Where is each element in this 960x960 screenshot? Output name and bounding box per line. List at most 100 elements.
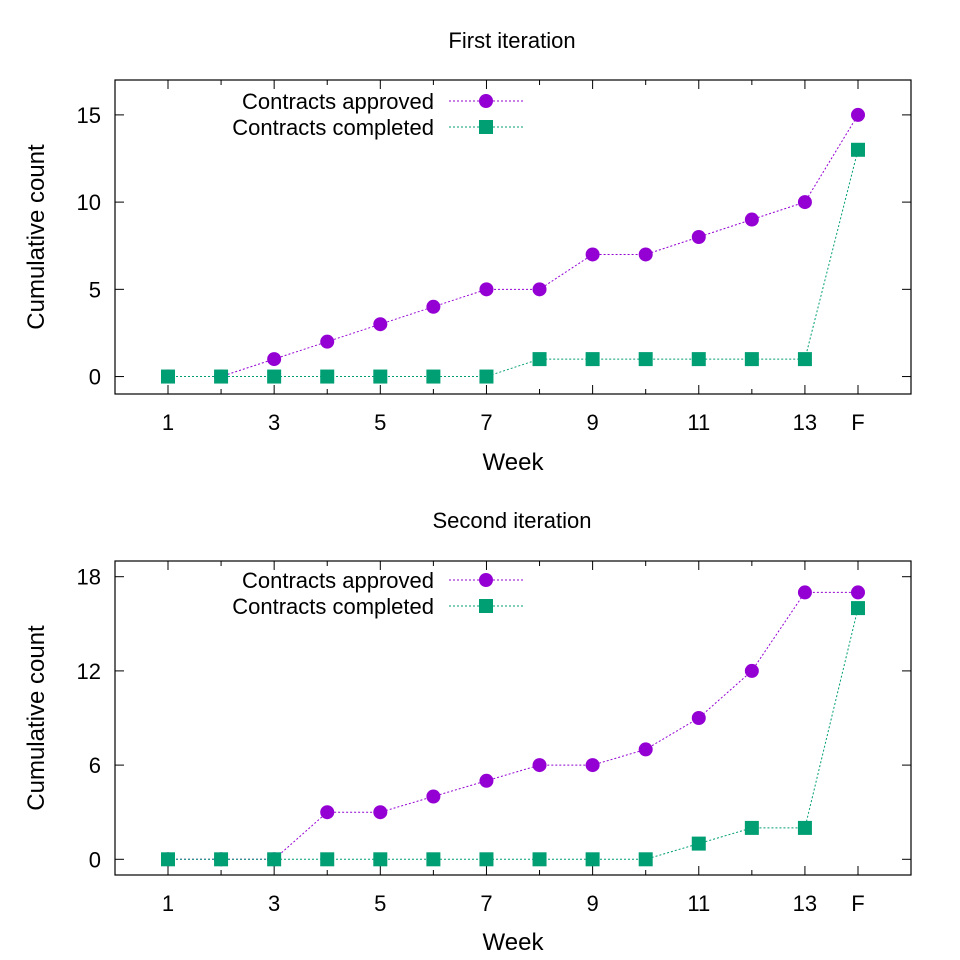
x-tick-label: 3 <box>268 891 280 916</box>
data-point <box>532 852 547 867</box>
series-line <box>168 114 859 378</box>
x-tick-label: 11 <box>687 410 710 435</box>
plot-frame <box>114 560 912 876</box>
data-point <box>797 585 812 600</box>
plot-frame <box>114 79 912 395</box>
legend-label: Contracts completed <box>232 115 434 140</box>
data-point <box>851 601 865 616</box>
data-point <box>851 585 865 600</box>
series-1 <box>161 585 865 867</box>
x-axis-title: Week <box>483 449 545 476</box>
data-point <box>691 230 706 244</box>
data-point <box>161 369 175 384</box>
y-tick-label: 6 <box>89 753 101 778</box>
data-point <box>426 369 441 384</box>
data-point <box>797 352 812 367</box>
data-point <box>532 282 547 297</box>
data-point <box>479 282 494 297</box>
data-point <box>479 852 494 867</box>
data-point <box>691 352 706 367</box>
data-point <box>426 852 441 867</box>
x-tick-label: F <box>851 891 864 916</box>
data-point <box>214 369 229 384</box>
data-point <box>851 107 865 122</box>
y-axis-title: Cumulative count <box>23 625 50 811</box>
x-tick-label: 9 <box>586 891 598 916</box>
data-point <box>744 663 759 678</box>
series-1 <box>161 107 865 384</box>
data-point <box>744 352 759 367</box>
series-line <box>168 591 858 860</box>
data-point <box>532 352 547 367</box>
x-tick-label: 7 <box>480 410 492 435</box>
data-point <box>851 142 865 157</box>
data-point <box>797 820 812 835</box>
legend-label: Contracts approved <box>242 89 434 114</box>
data-point <box>638 247 653 262</box>
data-point <box>373 805 388 820</box>
x-tick-label: 13 <box>793 410 817 435</box>
x-tick-label: 5 <box>374 410 386 435</box>
y-tick-label: 0 <box>89 365 101 390</box>
data-point <box>267 369 282 384</box>
data-point <box>638 742 653 757</box>
data-point <box>479 369 494 384</box>
data-point <box>638 852 653 867</box>
data-point <box>797 195 812 210</box>
y-tick-label: 10 <box>77 190 101 215</box>
data-point <box>585 758 600 773</box>
x-tick-label: 5 <box>374 891 386 916</box>
data-point <box>426 789 441 804</box>
x-axis-title: Week <box>483 929 545 956</box>
data-point <box>214 852 229 867</box>
x-tick-label: 1 <box>162 410 174 435</box>
data-point <box>373 369 388 384</box>
data-point <box>320 369 335 384</box>
legend-marker <box>479 94 493 108</box>
data-point <box>267 352 282 367</box>
x-tick-label: 13 <box>793 891 817 916</box>
y-tick-label: 15 <box>77 103 101 128</box>
y-tick-label: 18 <box>77 565 101 590</box>
data-point <box>320 334 335 349</box>
x-tick-label: 3 <box>268 410 280 435</box>
data-point <box>373 317 388 332</box>
data-point <box>267 852 282 867</box>
legend-label: Contracts approved <box>242 568 434 593</box>
y-tick-label: 12 <box>77 659 101 684</box>
data-point <box>426 299 441 314</box>
data-point <box>161 852 175 867</box>
legend-marker <box>479 573 493 587</box>
chart-title: Second iteration <box>433 508 592 533</box>
series-2 <box>161 142 865 384</box>
y-tick-label: 0 <box>89 847 101 872</box>
x-tick-label: 9 <box>586 410 598 435</box>
legend-label: Contracts completed <box>232 594 434 619</box>
data-point <box>373 852 388 867</box>
data-point <box>320 805 335 820</box>
y-tick-label: 5 <box>89 277 101 302</box>
data-point <box>585 852 600 867</box>
data-point <box>585 247 600 262</box>
series-line <box>168 607 859 860</box>
data-point <box>744 820 759 835</box>
data-point <box>691 836 706 851</box>
x-tick-label: 7 <box>480 891 492 916</box>
x-tick-label: 11 <box>687 891 710 916</box>
data-point <box>479 773 494 788</box>
chart-title: First iteration <box>448 28 575 53</box>
data-point <box>532 758 547 773</box>
data-point <box>691 711 706 725</box>
y-axis-title: Cumulative count <box>23 144 50 330</box>
x-tick-label: 1 <box>162 891 174 916</box>
series-2 <box>161 601 865 867</box>
legend-marker <box>479 599 493 613</box>
legend-marker <box>479 120 493 134</box>
series-line <box>168 149 859 378</box>
data-point <box>320 852 335 867</box>
data-point <box>638 352 653 367</box>
data-point <box>744 212 759 227</box>
